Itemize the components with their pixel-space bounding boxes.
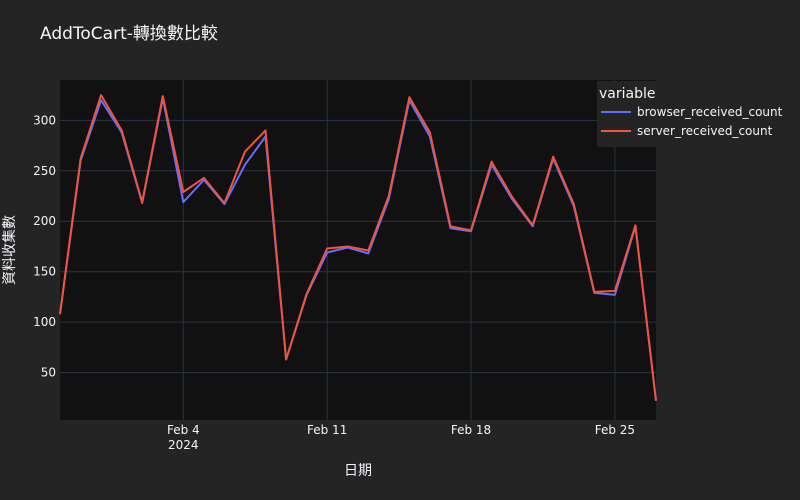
legend-item-browser-received-count[interactable]: browser_received_count (601, 105, 783, 119)
y-tick-label: 50 (41, 366, 56, 380)
x-tick-label: Feb 4 (167, 423, 200, 437)
legend-label: server_received_count (637, 124, 773, 138)
legend-item-server-received-count[interactable]: server_received_count (601, 124, 773, 138)
chart-title: AddToCart-轉換數比較 (40, 24, 218, 44)
y-tick-label: 150 (33, 265, 56, 279)
x-tick-label: Feb 25 (595, 423, 635, 437)
y-axis-title: 資料收集數 (1, 215, 18, 285)
series-line-server-received-count (59, 94, 657, 401)
legend-background (597, 81, 797, 147)
x-tick-sublabel: 2024 (168, 438, 199, 452)
series-group (59, 94, 657, 401)
y-tick-label: 100 (33, 315, 56, 329)
y-tick-label: 200 (33, 214, 56, 228)
x-tick-label: Feb 11 (307, 423, 347, 437)
y-tick-label: 250 (33, 164, 56, 178)
legend[interactable]: variable browser_received_count server_re… (597, 81, 797, 147)
x-axis-title: 日期 (344, 463, 372, 479)
x-tick-label: Feb 18 (451, 423, 491, 437)
y-tick-label: 300 (33, 113, 56, 127)
grid-lines (60, 80, 656, 420)
y-axis-ticks: 50 100 150 200 250 300 (33, 113, 56, 379)
legend-title: variable (599, 86, 655, 102)
legend-label: browser_received_count (637, 105, 783, 119)
